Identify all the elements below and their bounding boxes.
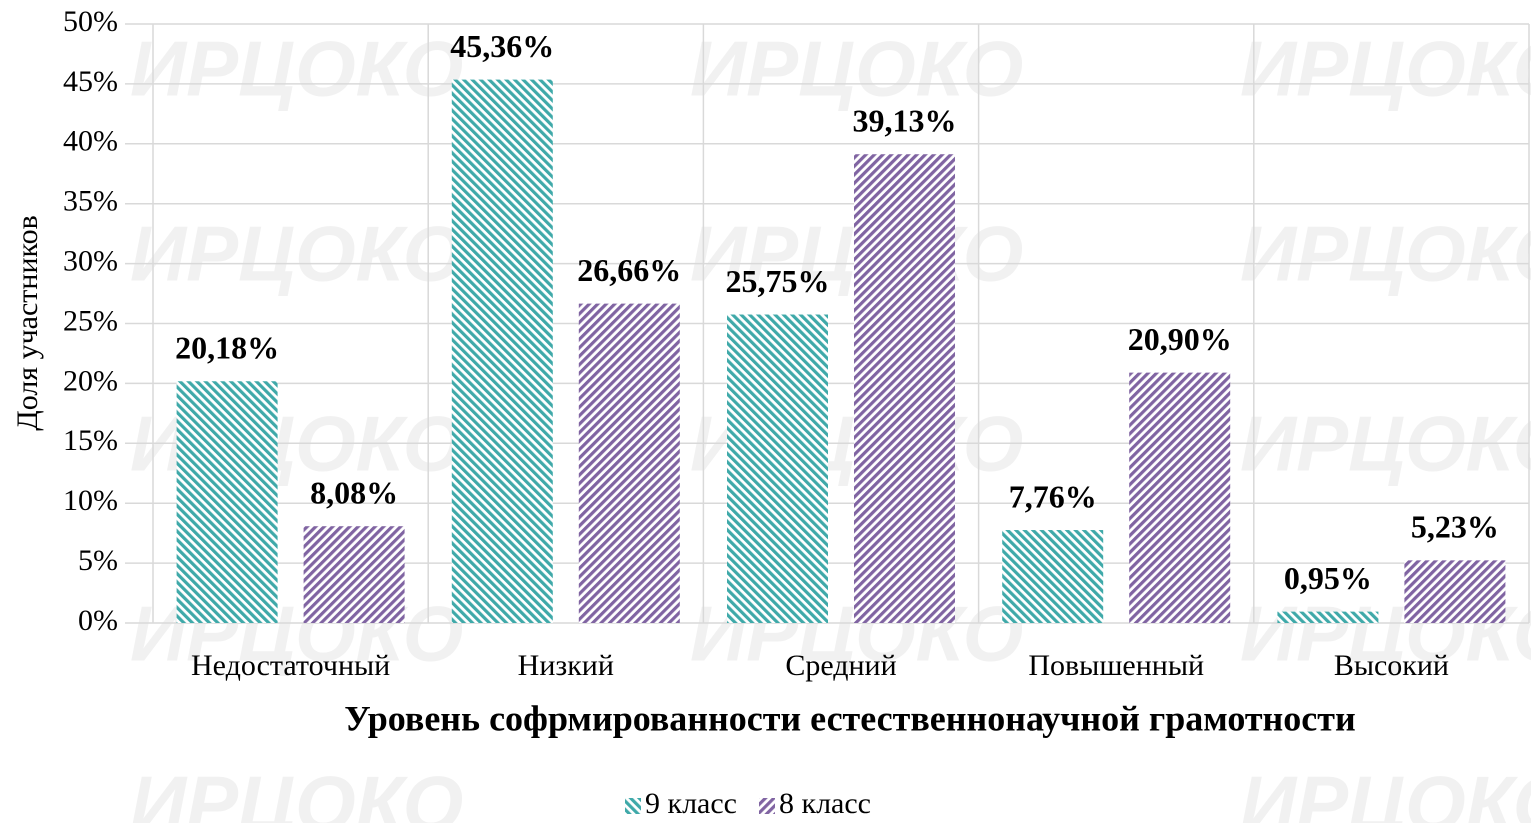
data-label: 20,90% bbox=[1128, 321, 1232, 357]
x-tick-label: Недостаточный bbox=[191, 649, 390, 682]
data-label: 45,36% bbox=[450, 28, 554, 64]
y-tick-label: 45% bbox=[63, 65, 118, 98]
y-axis-label: Доля участников bbox=[11, 215, 44, 431]
y-tick-label: 10% bbox=[63, 484, 118, 517]
legend-label: 8 класс bbox=[779, 787, 871, 820]
data-label: 25,75% bbox=[726, 263, 830, 299]
data-label: 8,08% bbox=[310, 475, 398, 511]
x-tick-label: Низкий bbox=[518, 649, 614, 682]
bar bbox=[303, 526, 405, 623]
y-tick-label: 15% bbox=[63, 424, 118, 457]
y-tick-label: 30% bbox=[63, 244, 118, 277]
bar bbox=[1002, 530, 1104, 623]
legend-label: 9 класс bbox=[645, 787, 737, 820]
legend-swatch bbox=[625, 798, 641, 814]
watermark: ИРЦОКО bbox=[1240, 25, 1531, 113]
bar bbox=[1277, 611, 1379, 623]
legend-swatch bbox=[759, 798, 775, 814]
bar bbox=[176, 381, 278, 623]
x-tick-label: Средний bbox=[785, 649, 896, 682]
watermark: ИРЦОКО bbox=[1240, 210, 1531, 298]
data-label: 0,95% bbox=[1284, 560, 1372, 596]
data-label: 26,66% bbox=[577, 252, 681, 288]
y-tick-label: 40% bbox=[63, 125, 118, 158]
x-tick-label: Повышенный bbox=[1028, 649, 1204, 682]
y-tick-label: 25% bbox=[63, 304, 118, 337]
watermark: ИРЦОКО bbox=[1240, 760, 1531, 823]
y-tick-label: 50% bbox=[63, 5, 118, 38]
y-tick-label: 0% bbox=[78, 604, 118, 637]
watermark: ИРЦОКО bbox=[690, 25, 1023, 113]
data-label: 7,76% bbox=[1009, 478, 1097, 514]
bar bbox=[1129, 372, 1231, 623]
data-label: 5,23% bbox=[1411, 509, 1499, 545]
bar bbox=[451, 79, 553, 623]
watermark: ИРЦОКО bbox=[130, 25, 463, 113]
y-tick-label: 5% bbox=[78, 544, 118, 577]
x-tick-label: Высокий bbox=[1334, 649, 1449, 682]
y-tick-label: 35% bbox=[63, 185, 118, 218]
watermark: ИРЦОКО bbox=[130, 210, 463, 298]
bar bbox=[578, 303, 680, 623]
bar bbox=[1404, 560, 1506, 623]
y-tick-label: 20% bbox=[63, 364, 118, 397]
data-label: 20,18% bbox=[175, 330, 279, 366]
watermark: ИРЦОКО bbox=[130, 760, 463, 823]
x-axis-label: Уровень софрмированности естественнонауч… bbox=[344, 698, 1355, 738]
bar bbox=[727, 314, 828, 623]
data-label: 39,13% bbox=[853, 103, 957, 139]
bar bbox=[854, 154, 955, 623]
